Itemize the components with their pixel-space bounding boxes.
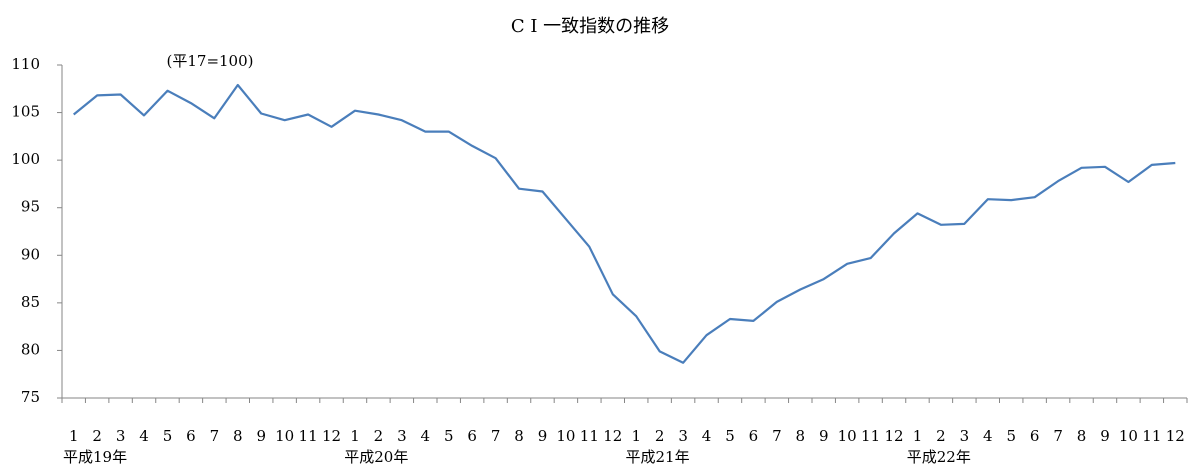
x-tick-label: 2: [936, 427, 946, 445]
x-tick-label: 4: [702, 427, 712, 445]
year-label: 平成19年: [63, 448, 127, 466]
year-label: 平成20年: [344, 448, 408, 466]
x-tick-label: 2: [655, 427, 665, 445]
y-tick-label: 75: [21, 388, 40, 406]
x-tick-label: 11: [861, 427, 880, 445]
x-tick-label: 5: [163, 427, 173, 445]
x-tick-label: 4: [139, 427, 149, 445]
x-tick-label: 3: [397, 427, 407, 445]
x-tick-label: 11: [299, 427, 318, 445]
x-tick-label: 1: [913, 427, 923, 445]
x-tick-label: 7: [1053, 427, 1063, 445]
x-tick-label: 8: [514, 427, 524, 445]
y-tick-label: 95: [21, 198, 40, 216]
x-tick-label: 12: [603, 427, 622, 445]
x-tick-label: 5: [1006, 427, 1016, 445]
x-tick-label: 12: [1166, 427, 1185, 445]
y-tick-label: 85: [21, 293, 40, 311]
x-tick-label: 2: [374, 427, 384, 445]
x-tick-label: 9: [256, 427, 266, 445]
x-tick-label: 5: [444, 427, 454, 445]
x-tick-label: 12: [322, 427, 341, 445]
y-tick-label: 110: [11, 55, 40, 73]
x-tick-label: 3: [116, 427, 126, 445]
x-tick-label: 4: [983, 427, 993, 445]
data-line: [73, 83, 1176, 364]
x-tick-label: 3: [678, 427, 688, 445]
x-tick-label: 7: [491, 427, 501, 445]
x-tick-label: 4: [421, 427, 431, 445]
x-tick-label: 1: [631, 427, 641, 445]
x-tick-label: 9: [538, 427, 548, 445]
x-tick-label: 12: [884, 427, 903, 445]
year-label: 平成21年: [626, 448, 690, 466]
x-tick-label: 8: [233, 427, 243, 445]
x-tick-label: 6: [467, 427, 477, 445]
y-tick-label: 100: [11, 150, 40, 168]
x-tick-label: 10: [275, 427, 294, 445]
x-tick-label: 7: [772, 427, 782, 445]
x-tick-label: 6: [1030, 427, 1040, 445]
x-tick-label: 10: [838, 427, 857, 445]
x-tick-label: 2: [92, 427, 102, 445]
x-tick-label: 5: [725, 427, 735, 445]
x-tick-label: 11: [580, 427, 599, 445]
x-tick-label: 1: [69, 427, 79, 445]
year-label: 平成22年: [907, 448, 971, 466]
x-tick-label: 10: [556, 427, 575, 445]
x-tick-label: 10: [1119, 427, 1138, 445]
y-tick-label: 80: [21, 340, 40, 358]
x-tick-label: 11: [1142, 427, 1161, 445]
x-tick-label: 9: [1100, 427, 1110, 445]
x-tick-label: 1: [350, 427, 360, 445]
x-tick-label: 7: [210, 427, 220, 445]
y-tick-label: 105: [11, 103, 40, 121]
chart-title: C I 一致指数の推移: [511, 16, 669, 37]
x-tick-label: 3: [960, 427, 970, 445]
annotation: (平17=100): [167, 52, 254, 70]
y-tick-label: 90: [21, 245, 40, 263]
x-tick-label: 9: [819, 427, 829, 445]
x-tick-label: 6: [186, 427, 196, 445]
x-tick-label: 8: [796, 427, 806, 445]
x-tick-label: 6: [749, 427, 759, 445]
x-tick-label: 8: [1077, 427, 1087, 445]
